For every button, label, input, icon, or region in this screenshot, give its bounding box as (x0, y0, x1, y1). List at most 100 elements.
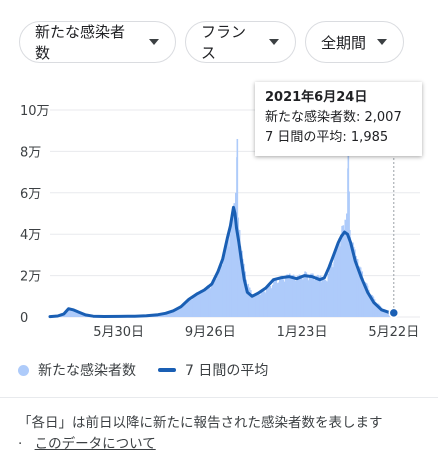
bar (179, 307, 182, 317)
bar (278, 278, 281, 317)
bar (174, 309, 177, 317)
bar (164, 313, 167, 317)
bar (66, 310, 68, 317)
bar (355, 256, 357, 317)
bar (76, 311, 79, 317)
bar (182, 304, 185, 317)
bar (283, 281, 286, 317)
about-data-row: · このデータについて (18, 432, 156, 452)
bar (204, 288, 206, 317)
bar (260, 292, 263, 317)
bar (178, 308, 180, 317)
bar (302, 279, 304, 317)
bar (265, 288, 268, 317)
bar (187, 299, 190, 317)
bar (335, 248, 338, 317)
bar (261, 290, 264, 317)
bar (259, 294, 261, 317)
bar (222, 254, 225, 317)
bar (229, 233, 231, 317)
bar (209, 288, 212, 317)
bar (231, 209, 234, 317)
bar (67, 309, 69, 317)
bar (272, 284, 274, 317)
bar (359, 267, 362, 317)
bar (170, 311, 172, 317)
bar (280, 276, 282, 317)
bar (245, 279, 248, 317)
bar (384, 309, 387, 317)
bar (303, 274, 305, 317)
bar (386, 311, 389, 317)
bar (336, 246, 339, 317)
bar (202, 291, 205, 317)
bar (276, 283, 279, 317)
bar (269, 286, 272, 317)
line-series (48, 205, 396, 319)
y-tick-label: 2万 (20, 270, 41, 285)
cases-chart[interactable]: 0 2万 4万 6万 8万 10万 5月30日 9月26日 1月23日 5月22日 (0, 80, 438, 350)
bar (207, 285, 209, 317)
bar (219, 263, 222, 317)
bar (309, 276, 311, 317)
bar (290, 277, 293, 317)
bar (332, 267, 334, 317)
bar (171, 310, 174, 317)
bar (65, 311, 67, 317)
bar (250, 290, 252, 317)
metric-filter-chip[interactable]: 新たな感染者数 (19, 21, 176, 63)
bar (326, 281, 328, 317)
bar (374, 302, 377, 317)
bar (214, 277, 216, 317)
bar (322, 278, 325, 317)
bar (273, 279, 276, 317)
chart-tooltip: 2021年6月24日 新たな感染者数: 2,007 7 日間の平均: 1,985 (255, 82, 422, 156)
bar (275, 280, 278, 317)
bar (268, 285, 271, 317)
bar (177, 308, 179, 317)
bar (262, 290, 265, 317)
bar (363, 283, 365, 317)
bar (338, 238, 340, 317)
data-note: 「各日」は前日以降に新たに報告された感染者数を表します (18, 415, 383, 431)
y-axis-ticks: 0 2万 4万 6万 8万 10万 (20, 104, 50, 326)
bar (173, 309, 175, 317)
bar (189, 298, 192, 317)
bar (224, 246, 227, 317)
bar (333, 254, 336, 317)
bar (255, 292, 258, 317)
metric-filter-label: 新たな感染者数 (35, 23, 126, 62)
bar (71, 308, 74, 317)
bar (244, 271, 246, 317)
bar (340, 234, 342, 317)
average-line (48, 205, 396, 319)
period-filter-chip[interactable]: 全期間 (305, 21, 404, 63)
y-tick-label: 6万 (20, 187, 41, 202)
bar (370, 294, 372, 317)
x-tick-label: 5月22日 (368, 325, 419, 340)
bar (312, 273, 314, 317)
y-tick-label: 8万 (20, 145, 41, 160)
region-filter-label: フランス (201, 23, 247, 62)
bar (181, 305, 183, 317)
bar (341, 225, 343, 317)
bar (300, 277, 303, 317)
about-data-link[interactable]: このデータについて (34, 436, 156, 452)
y-tick-label: 4万 (20, 228, 41, 243)
bar (74, 309, 77, 317)
bar (315, 275, 318, 317)
bar (299, 275, 302, 317)
bar (352, 242, 354, 317)
bar (208, 285, 211, 317)
bar (193, 295, 195, 317)
bar (307, 280, 310, 317)
bar (176, 308, 178, 317)
bar (296, 275, 299, 317)
bar (256, 293, 259, 317)
bar (206, 286, 208, 317)
bar (73, 309, 75, 317)
bar (358, 266, 361, 317)
bar (165, 312, 168, 317)
bar (329, 265, 331, 317)
region-filter-chip[interactable]: フランス (185, 21, 296, 63)
